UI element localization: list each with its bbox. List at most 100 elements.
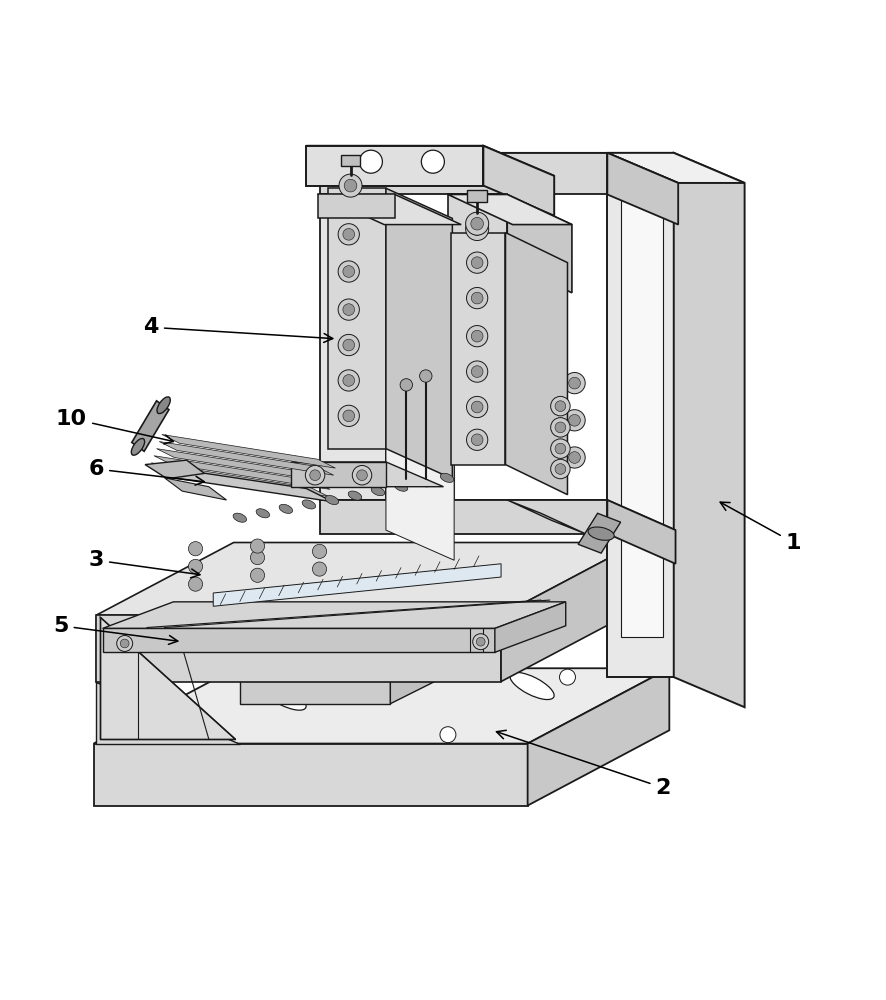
Circle shape <box>470 434 483 446</box>
Circle shape <box>117 635 133 651</box>
Circle shape <box>338 370 359 391</box>
Circle shape <box>343 339 354 351</box>
Polygon shape <box>159 442 333 475</box>
Polygon shape <box>94 668 669 744</box>
Circle shape <box>466 429 487 450</box>
Polygon shape <box>103 628 494 652</box>
Ellipse shape <box>279 504 292 513</box>
Circle shape <box>439 727 455 743</box>
Polygon shape <box>147 465 332 502</box>
Polygon shape <box>527 668 669 806</box>
Circle shape <box>470 257 483 269</box>
Circle shape <box>338 224 359 245</box>
Polygon shape <box>319 500 675 530</box>
Polygon shape <box>132 401 168 451</box>
Polygon shape <box>328 188 385 449</box>
Text: 10: 10 <box>56 409 174 444</box>
Polygon shape <box>164 478 226 500</box>
Circle shape <box>343 410 354 422</box>
Circle shape <box>568 414 579 426</box>
Polygon shape <box>239 668 390 704</box>
Circle shape <box>343 228 354 240</box>
Ellipse shape <box>393 482 408 491</box>
Circle shape <box>312 544 326 558</box>
Polygon shape <box>607 500 675 564</box>
Polygon shape <box>154 456 330 489</box>
Circle shape <box>400 379 412 391</box>
Circle shape <box>568 377 579 389</box>
Polygon shape <box>97 615 239 744</box>
Circle shape <box>148 727 163 743</box>
Polygon shape <box>317 194 394 218</box>
Ellipse shape <box>325 495 338 505</box>
Ellipse shape <box>509 672 554 700</box>
Circle shape <box>338 405 359 426</box>
Circle shape <box>352 465 371 485</box>
Ellipse shape <box>439 473 454 482</box>
Circle shape <box>338 299 359 320</box>
Circle shape <box>476 637 485 646</box>
Polygon shape <box>483 146 554 216</box>
Circle shape <box>344 179 356 192</box>
Ellipse shape <box>261 683 306 710</box>
Polygon shape <box>385 194 454 560</box>
Circle shape <box>466 252 487 273</box>
Polygon shape <box>145 460 204 479</box>
Text: 5: 5 <box>53 616 177 644</box>
Circle shape <box>250 550 264 565</box>
Text: 2: 2 <box>496 730 670 798</box>
Circle shape <box>338 334 359 356</box>
Polygon shape <box>213 564 501 606</box>
Polygon shape <box>319 153 678 183</box>
Circle shape <box>470 292 483 304</box>
Polygon shape <box>100 617 235 739</box>
Polygon shape <box>607 153 673 677</box>
Polygon shape <box>505 233 567 495</box>
Polygon shape <box>291 462 443 487</box>
Polygon shape <box>607 153 743 183</box>
Circle shape <box>267 671 283 687</box>
Text: 4: 4 <box>144 317 332 342</box>
Circle shape <box>472 634 488 650</box>
Polygon shape <box>97 615 501 682</box>
Circle shape <box>555 422 565 433</box>
Polygon shape <box>501 543 638 682</box>
Ellipse shape <box>131 438 144 455</box>
Ellipse shape <box>233 513 246 522</box>
Circle shape <box>188 577 202 591</box>
Polygon shape <box>607 153 678 225</box>
Circle shape <box>555 443 565 454</box>
Polygon shape <box>450 233 505 465</box>
Circle shape <box>470 217 483 230</box>
Circle shape <box>338 174 361 197</box>
Polygon shape <box>447 194 571 225</box>
Polygon shape <box>291 462 385 487</box>
Polygon shape <box>385 194 454 530</box>
Circle shape <box>470 366 483 377</box>
Polygon shape <box>620 199 663 637</box>
Polygon shape <box>152 463 328 496</box>
Circle shape <box>550 459 570 479</box>
Polygon shape <box>306 146 483 186</box>
Polygon shape <box>319 194 385 500</box>
Ellipse shape <box>416 478 431 487</box>
Ellipse shape <box>587 527 613 540</box>
Circle shape <box>343 304 354 315</box>
Circle shape <box>188 559 202 574</box>
Circle shape <box>419 370 431 382</box>
Polygon shape <box>306 146 554 176</box>
Circle shape <box>550 418 570 437</box>
Circle shape <box>356 470 367 481</box>
Polygon shape <box>103 602 565 628</box>
Ellipse shape <box>157 397 170 414</box>
Polygon shape <box>385 188 452 479</box>
Polygon shape <box>390 637 452 704</box>
Polygon shape <box>447 194 507 263</box>
Circle shape <box>563 447 585 468</box>
Polygon shape <box>494 602 565 652</box>
Circle shape <box>309 470 320 481</box>
Circle shape <box>568 452 579 463</box>
Polygon shape <box>507 500 585 534</box>
Circle shape <box>421 150 444 173</box>
Circle shape <box>305 465 324 485</box>
